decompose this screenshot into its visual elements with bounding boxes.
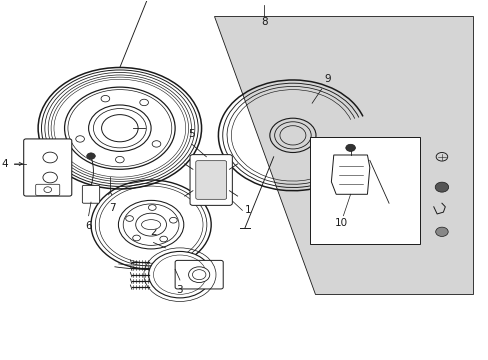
Circle shape [76,136,84,142]
Circle shape [86,153,95,159]
Circle shape [140,99,148,106]
FancyBboxPatch shape [195,161,226,199]
Text: 6: 6 [85,221,92,231]
Text: 4: 4 [1,159,8,169]
Text: 5: 5 [188,129,195,139]
Circle shape [152,141,161,147]
Circle shape [148,251,211,298]
Text: 3: 3 [176,285,183,295]
FancyBboxPatch shape [190,155,232,205]
Ellipse shape [141,220,161,230]
FancyBboxPatch shape [82,185,100,203]
Circle shape [435,227,447,237]
Circle shape [44,187,51,193]
Text: 2: 2 [150,227,157,237]
FancyBboxPatch shape [23,139,72,196]
Text: 1: 1 [244,205,251,215]
FancyBboxPatch shape [175,260,223,289]
Polygon shape [213,16,472,294]
Circle shape [188,267,209,283]
Circle shape [434,182,448,192]
Circle shape [169,217,177,223]
Circle shape [136,213,166,236]
Text: 8: 8 [260,18,267,27]
Circle shape [148,205,156,210]
FancyBboxPatch shape [36,184,60,195]
Circle shape [132,235,140,241]
Circle shape [101,95,109,102]
Circle shape [160,236,167,242]
Circle shape [43,152,57,163]
Circle shape [125,216,133,221]
Circle shape [345,144,355,152]
Circle shape [115,157,124,163]
Text: 10: 10 [334,217,347,228]
Text: 7: 7 [109,203,116,213]
Bar [309,137,420,244]
Circle shape [43,172,57,183]
Text: 9: 9 [324,73,330,84]
Polygon shape [331,155,369,194]
